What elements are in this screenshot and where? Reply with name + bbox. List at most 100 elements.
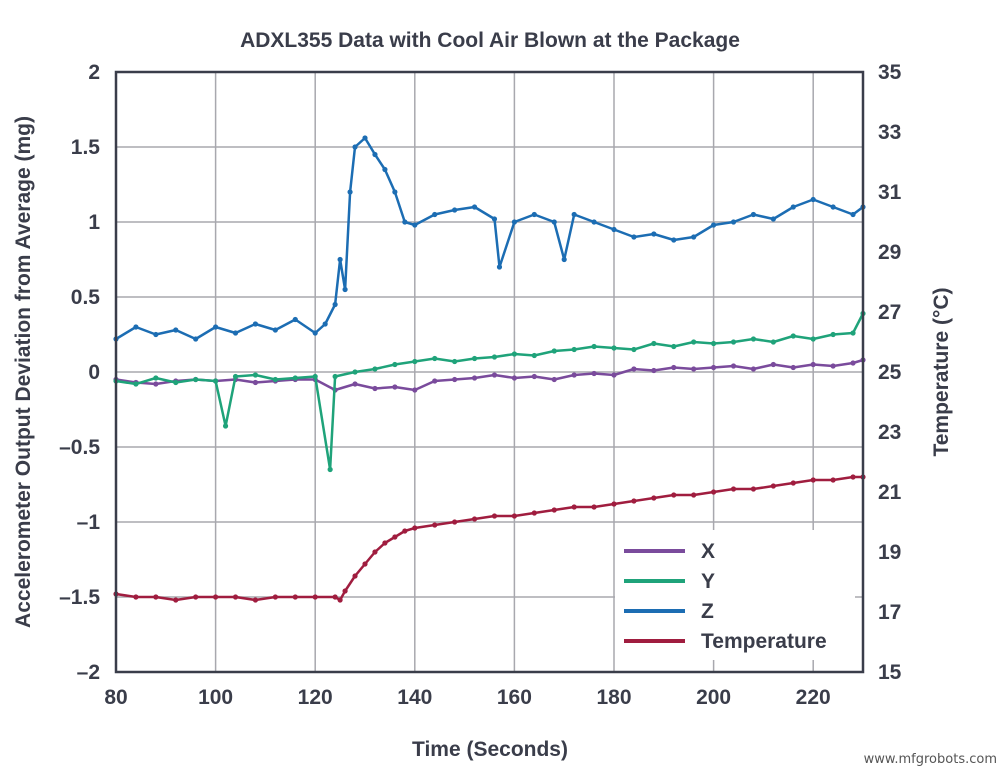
data-point	[232, 330, 239, 336]
data-point	[790, 364, 796, 371]
y-right-tick-labels: 35 33 31 29 27 25 23 21 19 17 15	[878, 61, 902, 684]
legend: XYZ Temperature	[615, 530, 855, 660]
data-point	[561, 256, 567, 263]
data-point	[491, 513, 498, 519]
data-point	[770, 483, 776, 489]
y-right-tick-label: 15	[878, 661, 902, 684]
data-point	[830, 204, 836, 210]
series-x	[113, 357, 866, 393]
data-point	[611, 226, 617, 233]
data-point	[382, 166, 388, 173]
y-left-tick-label: –1	[77, 511, 101, 534]
data-point	[511, 375, 517, 381]
x-tick-label: 200	[696, 686, 731, 709]
data-point	[372, 366, 378, 372]
data-point	[252, 597, 259, 603]
data-point	[790, 333, 796, 339]
data-point	[352, 369, 358, 375]
data-point	[790, 480, 796, 486]
data-point	[531, 510, 537, 516]
legend-item: Temperature	[624, 630, 827, 653]
x-axis-label: Time (Seconds)	[412, 738, 568, 761]
legend-item: Y	[624, 570, 715, 593]
data-point	[850, 360, 856, 366]
legend-label: X	[701, 540, 715, 563]
legend-item: X	[624, 540, 715, 563]
data-point	[372, 385, 378, 392]
data-point	[770, 216, 776, 222]
data-point	[193, 594, 199, 600]
y-right-tick-label: 35	[878, 61, 902, 84]
data-point	[452, 207, 458, 213]
data-point	[750, 336, 757, 342]
data-point	[671, 492, 677, 498]
data-point	[352, 381, 358, 387]
data-point	[770, 361, 776, 368]
data-point	[332, 594, 338, 600]
data-point	[850, 474, 856, 480]
data-point	[591, 343, 597, 350]
data-point	[133, 381, 139, 387]
data-point	[750, 486, 757, 492]
series-temperature	[113, 474, 866, 603]
data-point	[591, 504, 597, 510]
data-point	[551, 219, 557, 225]
data-point	[770, 339, 776, 345]
data-point	[651, 367, 657, 374]
data-point	[810, 477, 816, 483]
data-point	[531, 211, 537, 218]
series-layer	[113, 135, 866, 603]
data-point	[531, 373, 537, 380]
data-point	[342, 588, 348, 594]
data-point	[671, 237, 677, 243]
data-point	[412, 222, 418, 228]
data-point	[412, 525, 418, 531]
series-z	[113, 135, 866, 342]
data-point	[232, 594, 239, 600]
data-point	[571, 211, 577, 218]
data-point	[651, 340, 657, 347]
data-point	[491, 216, 498, 222]
data-point	[810, 361, 816, 368]
y-right-tick-label: 17	[878, 601, 901, 624]
data-point	[730, 486, 737, 492]
data-point	[213, 378, 219, 384]
data-point	[651, 231, 657, 237]
data-point	[412, 358, 418, 365]
data-point	[830, 363, 836, 369]
x-tick-label: 180	[596, 686, 631, 709]
data-point	[452, 519, 458, 525]
y-right-axis-label: Temperature (°C)	[930, 287, 953, 456]
data-point	[810, 196, 816, 203]
data-point	[153, 381, 159, 387]
data-point	[551, 507, 557, 513]
data-point	[750, 211, 757, 218]
x-tick-label: 80	[104, 686, 127, 709]
data-point	[611, 372, 617, 378]
data-point	[591, 219, 597, 225]
data-point	[711, 489, 717, 495]
data-point	[173, 597, 179, 603]
data-point	[352, 573, 358, 579]
data-point	[471, 204, 478, 210]
x-tick-label: 140	[397, 686, 432, 709]
data-point	[153, 331, 159, 338]
y-left-tick-labels: 2 1.5 1 0.5 0 –0.5 –1 –1.5 –2	[59, 61, 100, 684]
data-point	[392, 189, 398, 195]
data-point	[193, 376, 199, 383]
data-point	[631, 234, 637, 240]
series-y	[113, 310, 866, 473]
series-line	[115, 358, 864, 392]
data-point	[432, 378, 438, 384]
data-point	[412, 387, 418, 393]
data-point	[213, 324, 219, 330]
data-point	[392, 361, 398, 368]
data-point	[327, 466, 333, 473]
x-tick-label: 160	[497, 686, 532, 709]
data-point	[691, 339, 697, 345]
data-point	[337, 597, 343, 603]
data-point	[711, 340, 717, 347]
data-point	[292, 316, 298, 323]
data-point	[790, 204, 796, 210]
